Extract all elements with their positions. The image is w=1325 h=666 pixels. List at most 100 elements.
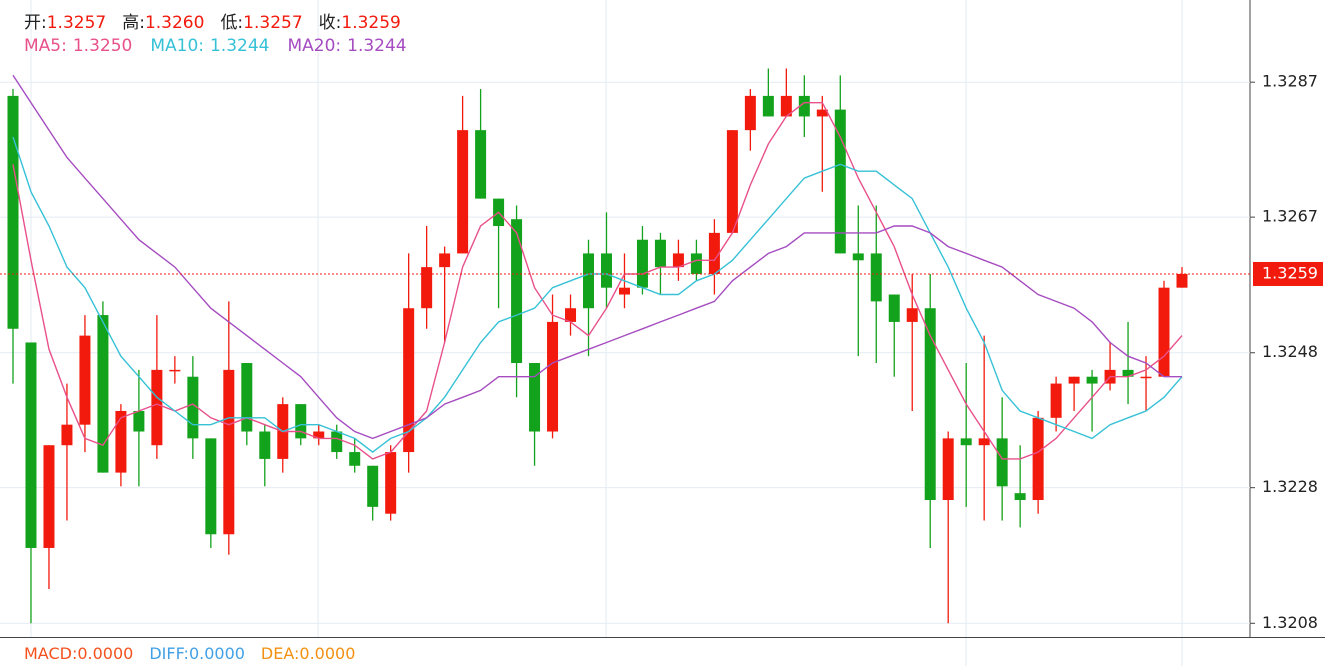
summary-label: 低:	[220, 13, 244, 33]
legend-name: MA10:	[150, 36, 204, 56]
candle-body	[762, 95, 774, 117]
candle-body	[1068, 376, 1080, 384]
candle-body	[259, 431, 271, 459]
summary-value: 1.3260	[144, 13, 205, 33]
candle-body	[978, 438, 990, 446]
candle-body	[25, 342, 37, 548]
ohlc-summary: 开:1.3257 高:1.3260 低:1.3257 收:1.3259	[24, 8, 417, 33]
candle-body	[439, 253, 451, 268]
candle-body	[960, 438, 972, 446]
candle-body	[1086, 376, 1098, 384]
macd-item: DEA:0.0000	[261, 644, 355, 663]
macd-name: DIFF:	[149, 644, 189, 663]
last-price-box	[1253, 261, 1323, 286]
candle-body	[133, 410, 145, 432]
y-tick-label: 1.3208	[1262, 613, 1318, 632]
candle-body	[583, 253, 595, 309]
candle-body	[205, 438, 217, 535]
summary-label: 收:	[318, 13, 342, 33]
candle-body	[97, 315, 109, 473]
candle-body	[331, 431, 343, 453]
candle-body	[600, 253, 612, 288]
legend-value: 1.3250	[72, 36, 133, 56]
candle-body	[565, 308, 577, 322]
candle-body	[457, 130, 469, 254]
candle-body	[169, 369, 181, 372]
summary-value: 1.3257	[46, 13, 107, 33]
macd-value: 0.0000	[188, 644, 245, 663]
legend-item: MA5: 1.3250	[24, 36, 132, 56]
candle-body	[475, 130, 487, 199]
candle-body	[241, 363, 253, 432]
candle-body	[295, 404, 307, 439]
candle-body	[1014, 493, 1026, 501]
candle-body	[816, 109, 828, 117]
summary-item: 低:1.3257	[220, 8, 302, 33]
candle-body	[942, 438, 954, 501]
candle-body	[403, 308, 415, 453]
candle-body	[996, 438, 1008, 487]
candle-body	[798, 95, 810, 117]
macd-value: 0.0000	[299, 644, 356, 663]
candle-body	[223, 369, 235, 535]
candle-body	[852, 253, 864, 261]
macd-item: MACD:0.0000	[24, 644, 133, 663]
candle-body	[1050, 383, 1062, 418]
candle-body	[79, 335, 91, 425]
candle-body	[888, 294, 900, 322]
candle-body	[834, 109, 846, 254]
macd-value: 0.0000	[77, 644, 134, 663]
macd-legend: MACD:0.0000 DIFF:0.0000 DEA:0.0000	[24, 644, 371, 663]
summary-label: 开:	[24, 13, 47, 33]
candle-body	[780, 95, 792, 117]
y-tick-label: 1.3248	[1262, 342, 1318, 361]
candle-body	[385, 452, 397, 514]
legend-value: 1.3244	[209, 36, 270, 56]
candle-body	[313, 431, 325, 439]
ma-line	[12, 102, 1183, 460]
candle-body	[547, 321, 559, 432]
legend-name: MA20:	[287, 36, 342, 56]
legend-name: MA5:	[24, 36, 67, 56]
candle-body	[708, 232, 720, 274]
candle-body	[1032, 417, 1044, 501]
legend-value: 1.3244	[347, 36, 407, 56]
v-grid	[30, 0, 1183, 666]
summary-label: 高:	[122, 13, 145, 33]
macd-name: MACD:	[24, 644, 78, 663]
candle-body	[61, 424, 73, 446]
candle-body	[924, 308, 936, 501]
summary-item: 收:1.3259	[319, 8, 401, 33]
candle-body	[870, 253, 882, 302]
candle-body	[7, 95, 19, 329]
legend-item: MA10: 1.3244	[150, 36, 269, 56]
candle-body	[511, 219, 523, 364]
candle-body	[636, 239, 648, 288]
candle-body	[43, 445, 55, 548]
candle-body	[421, 267, 433, 309]
last-price-label: 1.3259	[1262, 263, 1318, 282]
candle-body	[529, 363, 541, 432]
macd-name: DEA:	[260, 644, 300, 663]
candle-body	[906, 308, 918, 322]
candle-body	[151, 369, 163, 446]
candle-body	[618, 287, 630, 295]
candle-body	[187, 376, 199, 439]
macd-item: DIFF:0.0000	[149, 644, 245, 663]
legend-item: MA20: 1.3244	[287, 36, 406, 56]
candle-body	[1140, 376, 1152, 379]
candle-body	[115, 410, 127, 473]
candle-body	[1158, 287, 1170, 377]
summary-item: 开:1.3257	[24, 8, 106, 33]
candle-body	[672, 253, 684, 268]
y-tick-label: 1.3287	[1262, 72, 1318, 91]
y-tick-label: 1.3228	[1262, 477, 1318, 496]
candle-body	[654, 239, 666, 268]
summary-value: 1.3257	[243, 13, 303, 33]
ma-legend: MA5: 1.3250 MA10: 1.3244 MA20: 1.3244	[24, 36, 425, 56]
candle-body	[1176, 273, 1188, 288]
summary-value: 1.3259	[341, 13, 401, 33]
candle-body	[744, 95, 756, 131]
